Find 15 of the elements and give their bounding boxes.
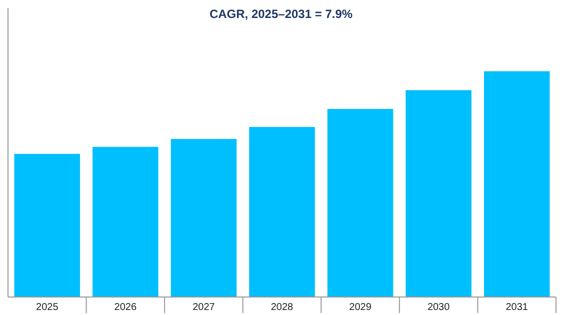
chart-title: CAGR, 2025–2031 = 7.9% xyxy=(209,7,353,21)
x-tick-label: 2028 xyxy=(270,302,294,313)
bar xyxy=(170,138,237,297)
x-tick-label: 2029 xyxy=(349,302,372,313)
bar xyxy=(249,126,315,297)
bar xyxy=(327,108,394,297)
x-tick-label: 2030 xyxy=(427,302,450,313)
x-tick-label: 2026 xyxy=(114,302,137,313)
x-tick-label: 2027 xyxy=(192,302,216,313)
bar xyxy=(92,146,158,297)
bar xyxy=(484,71,550,297)
x-tick-label: 2025 xyxy=(36,302,59,313)
bar xyxy=(14,154,80,297)
x-tick-label: 2031 xyxy=(506,302,528,313)
bar xyxy=(406,90,472,297)
